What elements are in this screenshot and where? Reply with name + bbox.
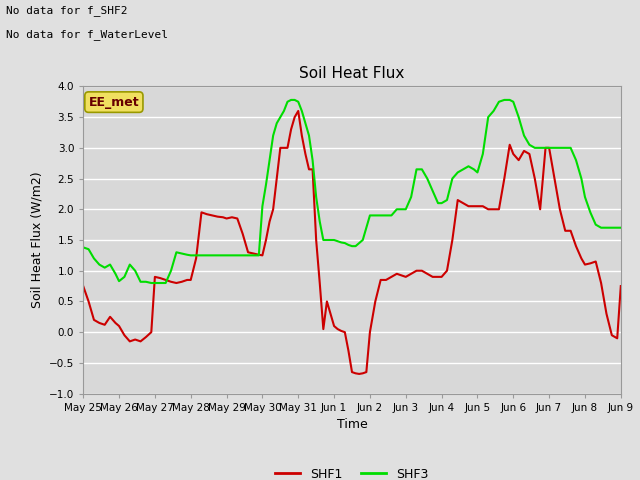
SHF1 — [294, 108, 302, 114]
SHF1 — [398, 273, 406, 278]
SHF3 — [219, 252, 227, 258]
SHF1 — [556, 206, 564, 212]
SHF3 — [617, 225, 625, 230]
SHF3 — [556, 145, 564, 151]
SHF3 — [162, 280, 170, 286]
SHF1 — [214, 214, 221, 219]
Y-axis label: Soil Heat Flux (W/m2): Soil Heat Flux (W/m2) — [30, 172, 44, 308]
SHF3 — [79, 244, 87, 250]
SHF3 — [269, 132, 277, 138]
SHF3 — [147, 280, 155, 286]
X-axis label: Time: Time — [337, 418, 367, 431]
Text: EE_met: EE_met — [88, 96, 140, 108]
SHF1 — [79, 283, 87, 289]
SHF1 — [355, 371, 363, 377]
SHF1 — [617, 283, 625, 289]
SHF1 — [287, 127, 295, 132]
Legend: SHF1, SHF3: SHF1, SHF3 — [270, 463, 434, 480]
Line: SHF1: SHF1 — [83, 111, 621, 374]
Title: Soil Heat Flux: Soil Heat Flux — [300, 66, 404, 81]
Text: No data for f_SHF2: No data for f_SHF2 — [6, 5, 128, 16]
Line: SHF3: SHF3 — [83, 100, 621, 283]
SHF3 — [294, 99, 302, 105]
SHF1 — [266, 219, 273, 225]
SHF3 — [398, 206, 406, 212]
SHF1 — [156, 275, 164, 281]
SHF3 — [287, 97, 295, 103]
Text: No data for f_WaterLevel: No data for f_WaterLevel — [6, 29, 168, 40]
